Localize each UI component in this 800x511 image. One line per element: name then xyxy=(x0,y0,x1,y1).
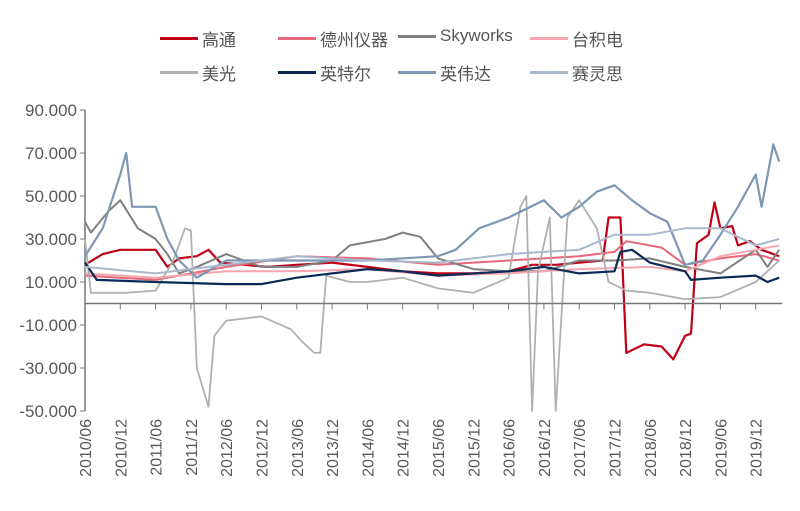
legend-label: 英特尔 xyxy=(320,65,371,84)
x-tick-label: 2014/06 xyxy=(360,419,377,477)
legend-swatch xyxy=(278,37,316,40)
legend-label: 高通 xyxy=(202,31,236,50)
y-tick-label: -30.000 xyxy=(19,359,77,378)
x-tick-label: 2011/06 xyxy=(149,419,166,476)
x-tick-label: 2019/06 xyxy=(713,419,730,477)
legend-item: 美光 xyxy=(160,60,236,85)
series-line-英伟达 xyxy=(84,143,781,279)
legend-label: 赛灵思 xyxy=(572,65,623,84)
y-tick-label: 70.000 xyxy=(25,144,77,163)
x-tick-label: 2010/12 xyxy=(113,419,130,477)
series-line-美光 xyxy=(84,195,780,412)
x-tick-label: 2010/06 xyxy=(78,419,95,477)
legend-item: 英伟达 xyxy=(398,60,491,85)
x-tick-label: 2019/12 xyxy=(749,419,766,477)
series-line-赛灵思 xyxy=(84,227,780,275)
legend-swatch xyxy=(530,71,568,74)
legend-item: 赛灵思 xyxy=(530,60,623,85)
x-tick-label: 2016/06 xyxy=(502,419,519,477)
legend-swatch xyxy=(160,37,198,40)
y-tick-label: -50.000 xyxy=(19,402,77,421)
legend-swatch xyxy=(530,37,568,40)
legend-label: 美光 xyxy=(202,65,236,84)
legend-item: 台积电 xyxy=(530,26,623,51)
x-tick-label: 2013/12 xyxy=(325,419,342,477)
x-tick-label: 2018/06 xyxy=(643,419,660,477)
legend-label: 英伟达 xyxy=(440,65,491,84)
legend-item: Skyworks xyxy=(398,26,513,46)
legend-swatch xyxy=(398,71,436,74)
x-tick-label: 2015/12 xyxy=(466,419,483,477)
y-tick-label: 10.000 xyxy=(25,273,77,292)
legend-swatch xyxy=(278,71,316,74)
x-tick-label: 2013/06 xyxy=(290,419,307,477)
x-tick-label: 2014/12 xyxy=(396,419,413,477)
x-tick-label: 2016/12 xyxy=(537,419,554,477)
y-tick-label: -10.000 xyxy=(19,316,77,335)
series-line-高通 xyxy=(84,201,780,361)
legend-label: 德州仪器 xyxy=(320,31,388,50)
x-tick-label: 2012/06 xyxy=(219,419,236,477)
x-tick-label: 2017/12 xyxy=(608,419,625,477)
y-tick-label: 90.000 xyxy=(25,101,77,120)
x-tick-label: 2018/12 xyxy=(678,419,695,477)
y-tick-label: 30.000 xyxy=(25,230,77,249)
x-tick-label: 2017/06 xyxy=(572,419,589,477)
legend-item: 德州仪器 xyxy=(278,26,388,51)
legend-label: 台积电 xyxy=(572,31,623,50)
x-tick-label: 2011/12 xyxy=(184,419,201,476)
series-line-英特尔 xyxy=(84,248,780,286)
legend-item: 高通 xyxy=(160,26,236,51)
x-tick-label: 2012/12 xyxy=(255,419,272,477)
x-tick-label: 2015/06 xyxy=(431,419,448,477)
legend-item: 英特尔 xyxy=(278,60,371,85)
legend-label: Skyworks xyxy=(440,26,513,45)
legend-swatch xyxy=(160,71,198,74)
series-line-Skyworks xyxy=(84,199,781,275)
legend-swatch xyxy=(398,34,436,38)
y-tick-label: 50.000 xyxy=(25,187,77,206)
